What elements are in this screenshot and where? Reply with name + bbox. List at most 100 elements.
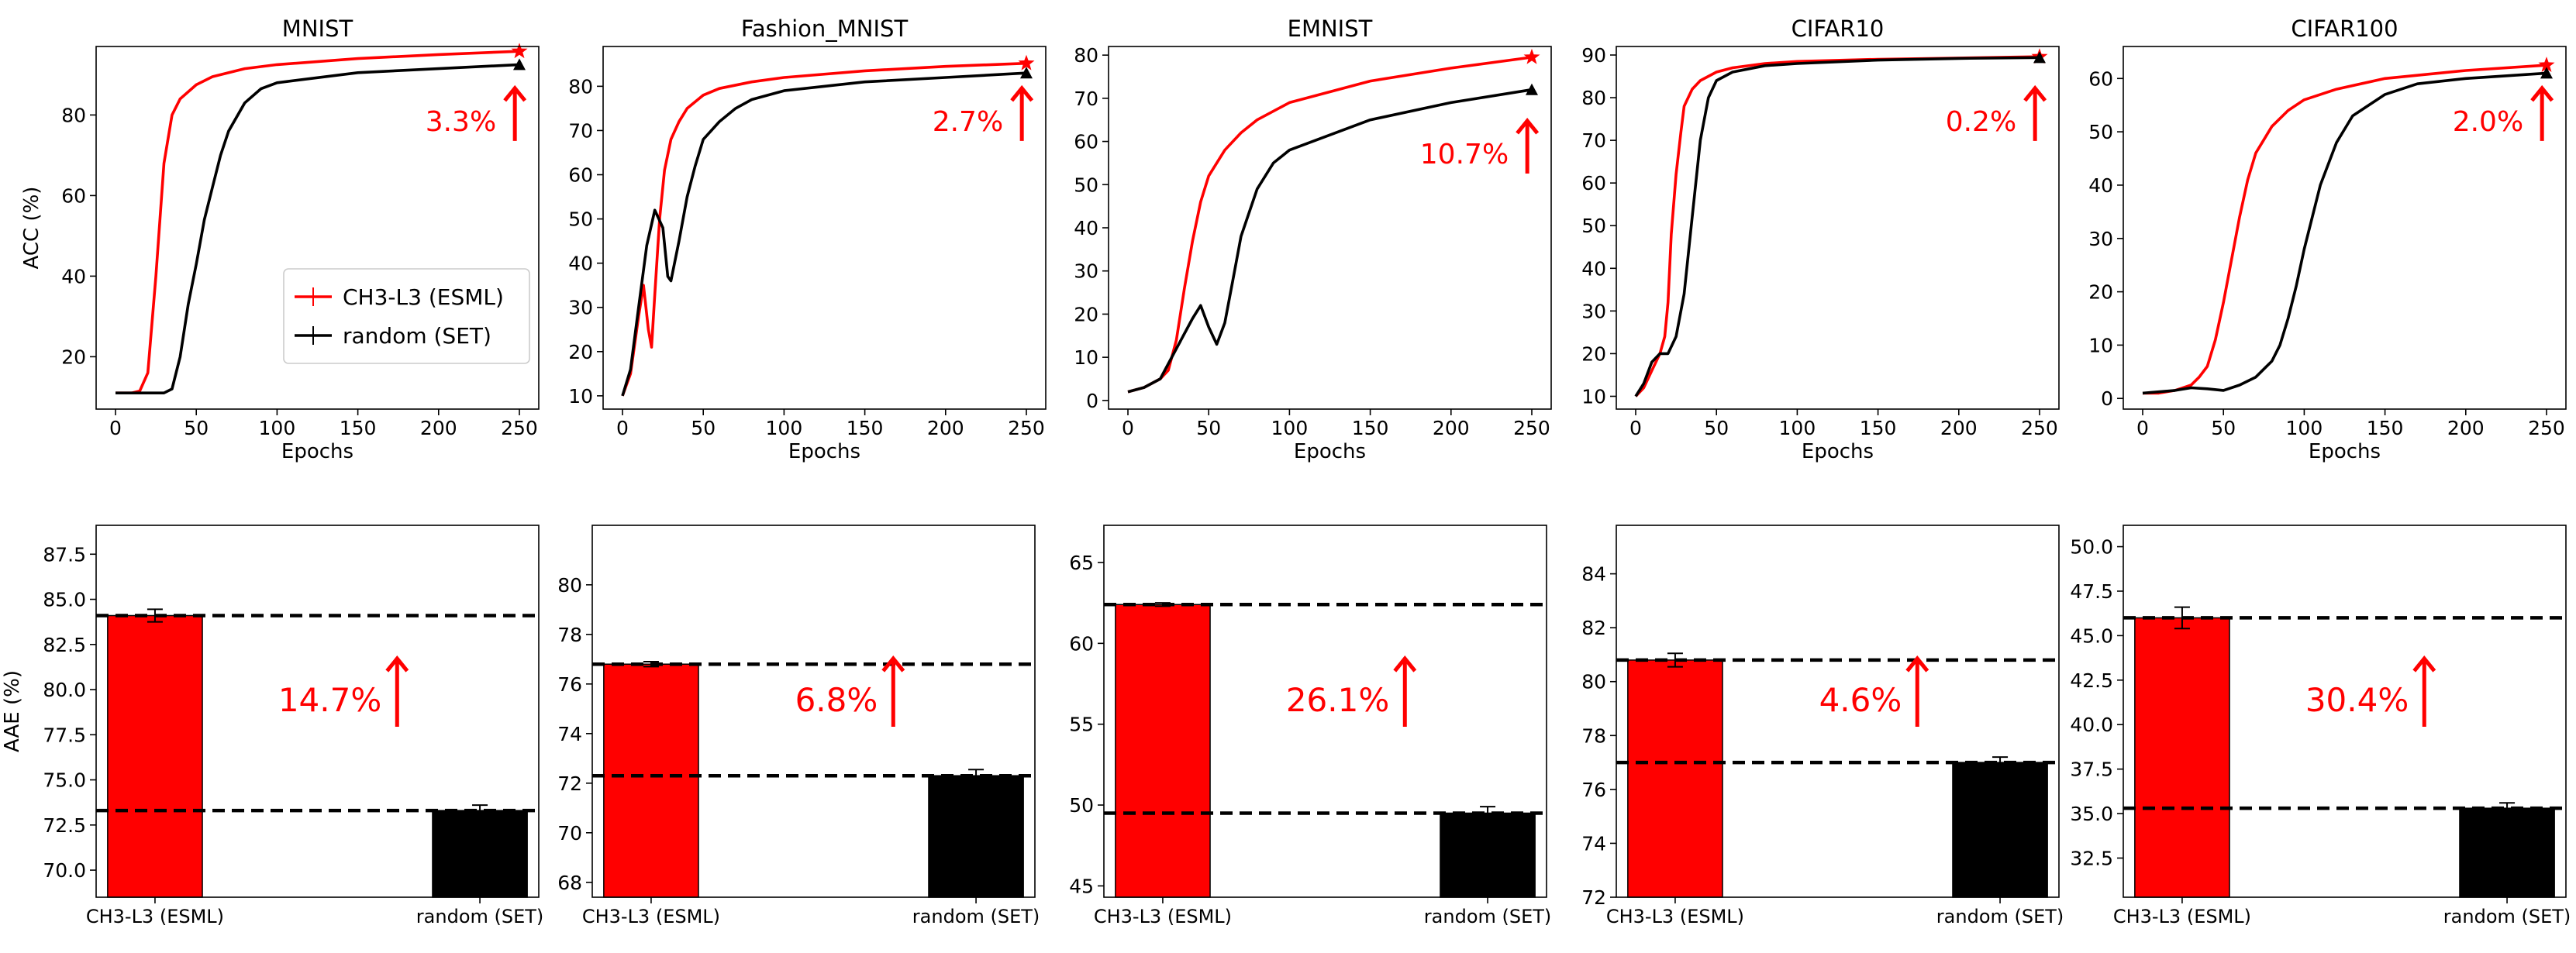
set-line: [1127, 88, 1533, 394]
esml-bar: [1627, 659, 1723, 898]
y-tick-label: 50: [568, 208, 593, 231]
x-tick-label: 100: [2286, 417, 2323, 439]
y-tick-label: 77.5: [43, 724, 86, 746]
y-tick-label: 37.5: [2070, 759, 2113, 781]
x-tick-label: 250: [1008, 417, 1045, 439]
y-tick-label: 50.0: [2070, 536, 2113, 559]
esml-end-star-marker: [2538, 57, 2555, 72]
axes-frame: [1108, 46, 1552, 410]
y-tick-label: 40: [568, 253, 593, 275]
x-tick-label: 150: [1352, 417, 1389, 439]
y-tick-label: 20: [1581, 342, 1606, 365]
y-tick-label: 30: [1581, 300, 1606, 322]
x-tick-label: 100: [1271, 417, 1309, 439]
x-axis-label: Epochs: [281, 440, 353, 463]
y-tick-label: 76: [557, 673, 582, 696]
category-label: random (SET): [2443, 906, 2571, 927]
improvement-arrow-head: [1905, 655, 1929, 673]
category-label: random (SET): [416, 906, 544, 927]
improvement-arrow-head: [1393, 655, 1417, 673]
aae-panel-4: CH3-L3 (ESML) random (SET) 72 74 76 78 80 82 84 4…: [1581, 525, 2064, 927]
improvement-label: 10.7%: [1420, 139, 1509, 170]
axes-frame: [2123, 525, 2567, 898]
x-tick-label: 100: [259, 417, 296, 439]
x-axis-label: Epochs: [2309, 440, 2381, 463]
axes-frame: [1616, 46, 2060, 410]
y-tick-label: 42.5: [2070, 669, 2113, 692]
y-tick-label: 80: [1581, 87, 1606, 109]
y-tick-label: 74: [557, 723, 582, 745]
y-tick-label: 60: [2088, 67, 2113, 90]
y-tick-label: 80: [1581, 671, 1606, 693]
x-axis-label: Epochs: [1802, 440, 1874, 463]
x-tick-label: 50: [2211, 417, 2236, 439]
set-end-triangle-marker: [2033, 51, 2046, 64]
x-tick-label: 100: [766, 417, 803, 439]
y-tick-label: 90: [1581, 44, 1606, 67]
y-tick-label: 70: [1074, 88, 1098, 110]
set-line: [116, 63, 520, 395]
y-tick-label: 20: [568, 341, 593, 363]
y-tick-label: 70: [1581, 129, 1606, 152]
y-tick-label: 82: [1581, 617, 1606, 639]
y-tick-label: 20: [1074, 303, 1098, 325]
acc-panel-3: EMNIST 0 50 100 150 200 250 Epochs 0 10 20 30 40 50 60…: [1074, 15, 1552, 463]
axes-frame: [591, 525, 1036, 898]
axes-frame: [2123, 46, 2567, 410]
x-tick-label: 150: [2367, 417, 2404, 439]
y-tick-label: 60: [1069, 632, 1094, 655]
x-tick-label: 200: [1433, 417, 1470, 439]
y-tick-label: 78: [1581, 724, 1606, 747]
acc-panel-2: Fashion_MNIST 0 50 100 150 200 250 Epochs 10 20 30…: [568, 15, 1047, 463]
x-tick-label: 200: [1940, 417, 1978, 439]
x-tick-label: 200: [2447, 417, 2485, 439]
axes-frame: [1103, 525, 1547, 898]
improvement-arrow-head: [2412, 655, 2436, 673]
category-label: random (SET): [1424, 906, 1552, 927]
acc-panel-5: CIFAR100 0 50 100 150 200 250 Epochs 0 10 20 30 40 50…: [2088, 15, 2567, 463]
axes-frame: [1616, 525, 2060, 898]
axes-frame: [95, 46, 540, 410]
set-bar: [432, 810, 528, 898]
improvement-label: 14.7%: [278, 681, 381, 719]
esml-line: [1127, 56, 1533, 394]
axes-frame: [602, 46, 1047, 410]
y-tick-label: 10: [1581, 385, 1606, 408]
y-tick-label: 40: [1074, 217, 1098, 239]
y-tick-label: 47.5: [2070, 580, 2113, 603]
x-tick-label: 50: [691, 417, 716, 439]
y-tick-label: 80: [557, 574, 582, 597]
y-tick-label: 40: [2088, 174, 2113, 197]
set-end-triangle-marker: [1525, 83, 1538, 95]
improvement-arrow-head: [2023, 84, 2047, 102]
set-bar: [928, 775, 1024, 898]
y-tick-label: 70: [557, 822, 582, 845]
y-axis-label: AAE (%): [1, 670, 24, 752]
y-tick-label: 87.5: [43, 543, 86, 566]
panel-title: CIFAR10: [1791, 15, 1885, 42]
y-tick-label: 60: [1074, 131, 1098, 153]
x-tick-label: 150: [847, 417, 884, 439]
esml-end-star-marker: [511, 43, 528, 59]
y-tick-label: 30: [568, 297, 593, 319]
x-tick-label: 150: [1860, 417, 1897, 439]
y-tick-label: 85.0: [43, 589, 86, 611]
y-tick-label: 60: [568, 164, 593, 187]
y-tick-label: 45.0: [2070, 624, 2113, 647]
improvement-label: 2.0%: [2453, 106, 2523, 138]
y-tick-label: 40: [61, 265, 86, 287]
set-line: [2142, 71, 2547, 395]
category-label: random (SET): [912, 906, 1040, 927]
y-tick-label: 40.0: [2070, 714, 2113, 736]
y-tick-label: 20: [61, 346, 86, 368]
y-tick-label: 50: [2088, 121, 2113, 143]
y-tick-label: 60: [1581, 172, 1606, 194]
x-tick-label: 250: [501, 417, 538, 439]
improvement-arrow-head: [503, 84, 527, 102]
y-tick-label: 80: [1074, 44, 1098, 67]
y-tick-label: 0: [2101, 387, 2113, 410]
esml-end-star-marker: [1523, 48, 1540, 64]
esml-bar: [107, 614, 203, 898]
y-tick-label: 50: [1581, 215, 1606, 237]
panel-title: CIFAR100: [2291, 15, 2398, 42]
